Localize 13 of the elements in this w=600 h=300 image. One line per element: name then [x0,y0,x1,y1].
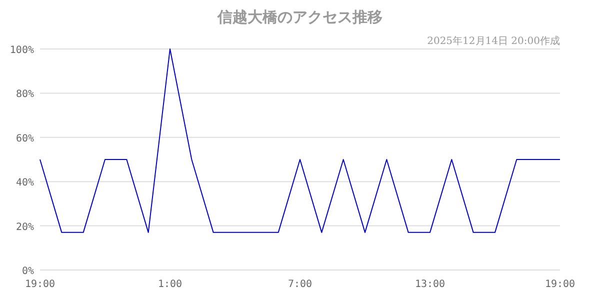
y-tick-label: 40% [16,178,34,189]
x-tick-label: 19:00 [544,279,576,290]
x-tick-label: 19:00 [24,279,56,290]
chart-title: 信越大橋のアクセス推移 [216,8,382,26]
y-tick-label: 0% [22,266,34,277]
y-tick-label: 20% [16,222,34,233]
x-tick-label: 1:00 [158,279,182,290]
x-tick-label: 13:00 [414,279,446,290]
chart-subtitle: 2025年12月14日 20:00作成 [427,35,560,47]
y-tick-label: 100% [10,45,34,56]
y-tick-label: 60% [16,133,34,144]
y-tick-label: 80% [16,89,34,100]
x-tick-label: 7:00 [288,279,312,290]
